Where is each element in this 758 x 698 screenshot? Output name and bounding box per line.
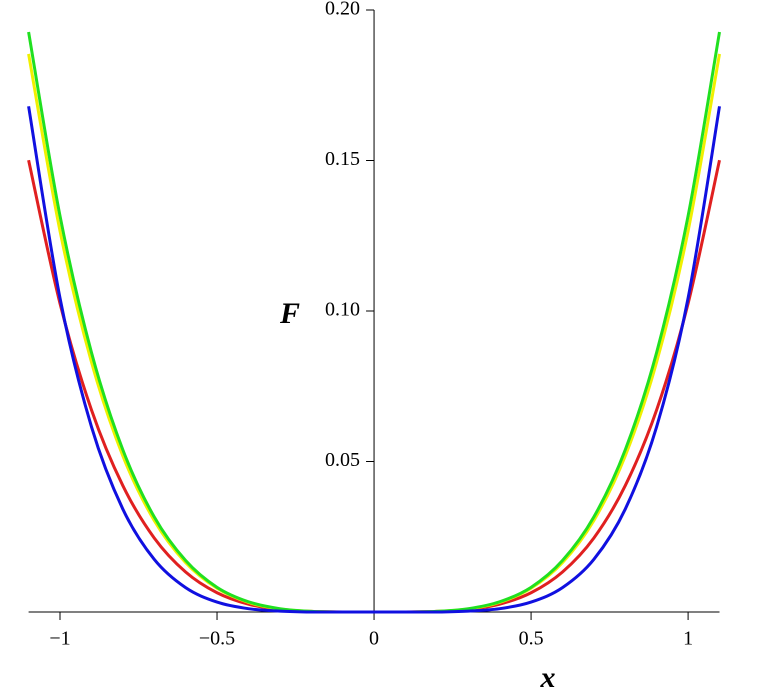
x-tick-label: −1 [49, 628, 70, 650]
y-axis-label: F [279, 297, 300, 330]
x-tick-label: 0.5 [519, 628, 544, 650]
y-tick-label: 0.20 [325, 0, 360, 20]
y-tick-label: 0.15 [325, 148, 360, 170]
curve [27, 106, 721, 614]
x-tick-label: 1 [683, 628, 693, 650]
x-tick-label: −0.5 [199, 628, 235, 650]
x-tick-label: 0 [369, 628, 379, 650]
y-tick-label: 0.10 [325, 299, 360, 321]
y-tick-label: 0.05 [325, 449, 360, 471]
x-axis-label: x [540, 661, 556, 694]
